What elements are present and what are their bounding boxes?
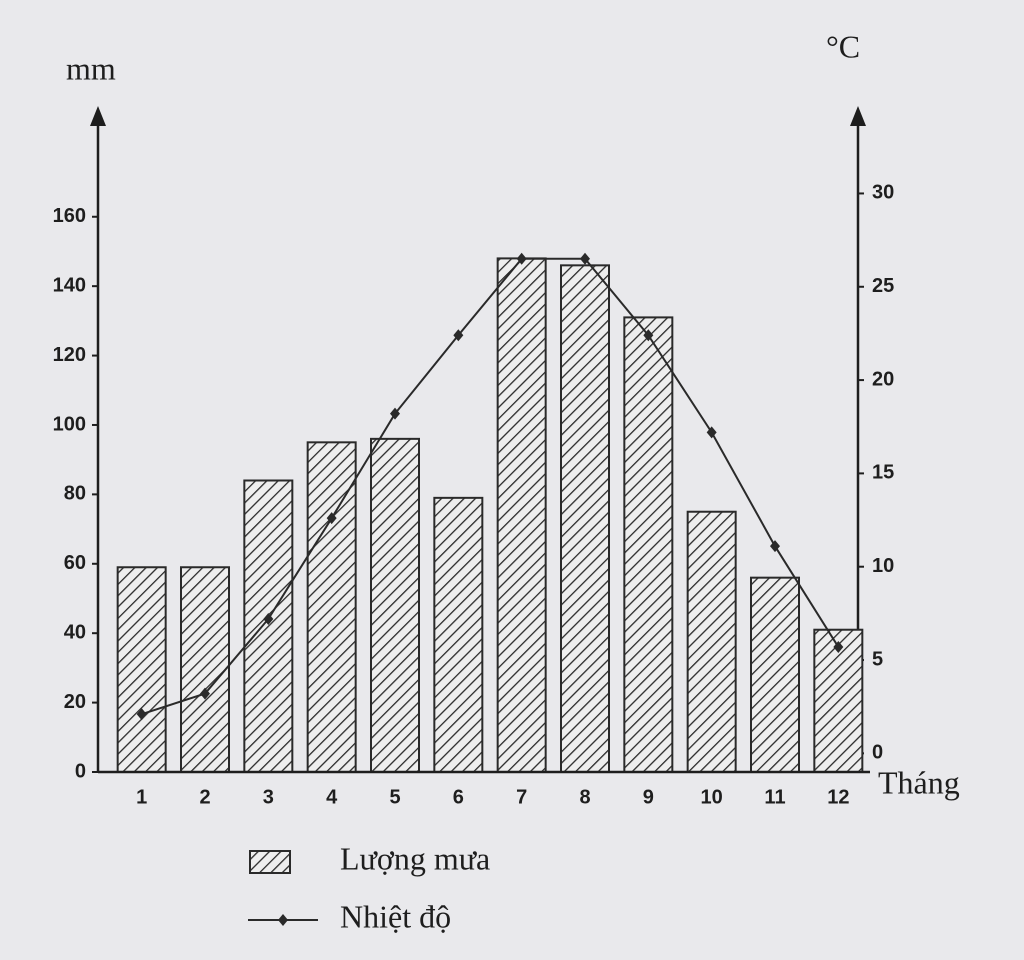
line-marker [643,329,654,342]
y-tick-label: 20 [64,691,86,713]
y-tick-label: 120 [53,344,86,366]
line-marker [706,426,717,439]
y-tick-label: 160 [53,205,86,227]
legend-swatch [249,850,291,874]
legend-marker [278,914,288,926]
y2-tick-label: 30 [872,182,894,204]
line-marker [516,252,527,265]
y-tick-label: 140 [53,274,86,296]
x-tick-label: 3 [263,786,274,808]
y2-tick-label: 20 [872,368,894,390]
bar [433,496,484,773]
y-tick-label: 60 [64,552,86,574]
y2-axis-label: °C [826,28,860,64]
line-marker [833,640,844,653]
x-tick-label: 12 [827,786,849,808]
y2-tick-label: 0 [872,742,883,764]
y2-tick-label: 25 [872,275,894,297]
line-marker [326,512,337,525]
x-tick-label: 1 [136,786,147,808]
y-tick-label: 40 [64,621,86,643]
y-tick-label: 100 [53,413,86,435]
x-axis-label: Tháng [878,764,960,800]
y2-tick-label: 15 [872,462,894,484]
x-tick-label: 7 [516,786,527,808]
bar [560,264,610,773]
y-tick-label: 0 [75,760,86,782]
y2-tick-label: 10 [872,555,894,577]
y2-axis-arrow [850,106,866,126]
y-tick-label: 80 [64,483,86,505]
x-tick-label: 10 [701,786,723,808]
x-tick-label: 11 [764,786,785,808]
x-tick-label: 5 [389,786,400,808]
x-tick-label: 9 [643,786,654,808]
line-marker [263,612,274,625]
line-marker [390,407,400,420]
line-marker [200,687,210,700]
legend-label: Lượng mưa [340,840,490,876]
bar [370,437,420,773]
line-marker [770,540,780,553]
y-axis-label: mm [66,50,116,86]
line-marker [580,252,590,265]
x-tick-label: 2 [199,786,210,808]
line-marker [136,708,147,721]
bar [686,510,737,773]
bar [243,479,294,773]
x-tick-label: 4 [326,786,338,808]
x-tick-label: 6 [453,786,464,808]
y2-tick-label: 5 [872,648,883,670]
bar [496,257,547,773]
line [141,257,840,716]
x-tick-label: 8 [579,786,590,808]
bar [306,441,357,773]
bar [623,316,674,773]
line-marker [453,329,464,342]
y-axis-arrow [90,106,106,126]
bar [750,576,800,773]
legend-label: Nhiệt độ [340,898,451,934]
bar [813,628,864,774]
bar [180,566,230,773]
bar [116,566,167,773]
